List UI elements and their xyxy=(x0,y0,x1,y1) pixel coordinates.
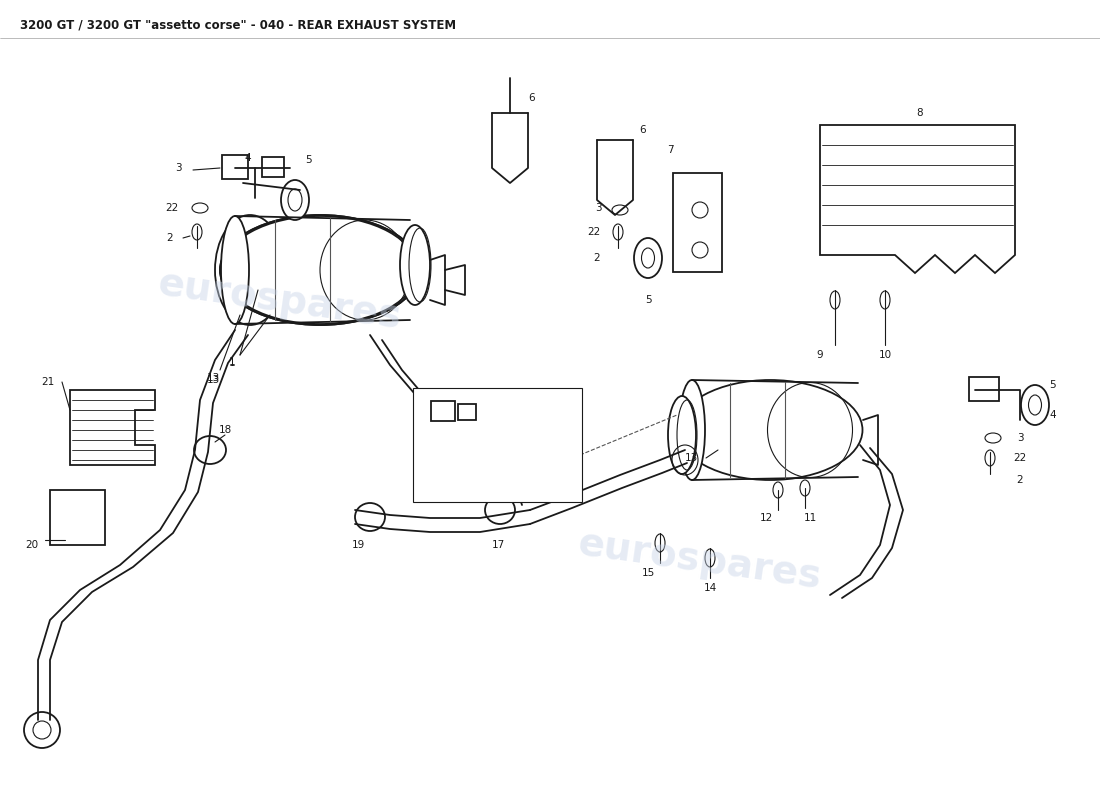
Text: 4: 4 xyxy=(244,153,251,163)
Ellipse shape xyxy=(641,248,654,268)
Ellipse shape xyxy=(830,291,840,309)
Ellipse shape xyxy=(222,216,418,324)
Text: 13: 13 xyxy=(684,453,699,463)
Ellipse shape xyxy=(221,216,249,324)
Ellipse shape xyxy=(485,496,515,524)
Text: 3200 GT / 3200 GT "assetto corse" - 040 - REAR EXHAUST SYSTEM: 3200 GT / 3200 GT "assetto corse" - 040 … xyxy=(20,18,456,31)
Circle shape xyxy=(692,242,708,258)
Circle shape xyxy=(24,712,60,748)
FancyBboxPatch shape xyxy=(458,404,476,420)
Ellipse shape xyxy=(773,482,783,498)
Text: 14: 14 xyxy=(703,583,716,593)
FancyBboxPatch shape xyxy=(969,377,999,401)
Text: 12: 12 xyxy=(760,513,773,523)
Text: 1: 1 xyxy=(229,358,235,368)
Text: 3: 3 xyxy=(175,163,182,173)
Ellipse shape xyxy=(612,205,628,215)
Ellipse shape xyxy=(634,238,662,278)
FancyBboxPatch shape xyxy=(222,155,248,179)
Ellipse shape xyxy=(288,189,302,211)
Text: eurospares: eurospares xyxy=(156,264,404,336)
Text: 22: 22 xyxy=(503,455,516,465)
Text: 7: 7 xyxy=(667,145,673,155)
Ellipse shape xyxy=(1028,395,1042,415)
Ellipse shape xyxy=(654,534,666,552)
Text: 5: 5 xyxy=(1049,380,1056,390)
Text: 15: 15 xyxy=(641,568,654,578)
Text: 13: 13 xyxy=(207,375,220,385)
Text: 10: 10 xyxy=(879,350,892,360)
Text: eurospares: eurospares xyxy=(575,524,824,596)
Text: 5: 5 xyxy=(305,155,311,165)
Ellipse shape xyxy=(544,441,556,459)
Text: 2: 2 xyxy=(166,233,173,243)
Text: 8: 8 xyxy=(916,108,923,118)
Ellipse shape xyxy=(355,503,385,531)
Ellipse shape xyxy=(705,549,715,567)
Text: 19: 19 xyxy=(351,540,364,550)
Ellipse shape xyxy=(984,433,1001,443)
Ellipse shape xyxy=(800,480,810,496)
Circle shape xyxy=(692,202,708,218)
Text: 22: 22 xyxy=(1013,453,1026,463)
Text: 3: 3 xyxy=(1016,433,1023,443)
Text: 3: 3 xyxy=(506,437,513,447)
Circle shape xyxy=(33,721,51,739)
Ellipse shape xyxy=(984,450,996,466)
Ellipse shape xyxy=(678,380,862,480)
Text: 2: 2 xyxy=(506,475,513,485)
Text: 1: 1 xyxy=(229,357,235,367)
Ellipse shape xyxy=(679,380,705,480)
Ellipse shape xyxy=(192,224,202,240)
Text: 21: 21 xyxy=(42,377,55,387)
Text: 20: 20 xyxy=(25,540,39,550)
Text: 6: 6 xyxy=(529,93,536,103)
FancyBboxPatch shape xyxy=(673,173,722,272)
Ellipse shape xyxy=(194,436,226,464)
Text: 4: 4 xyxy=(1049,410,1056,420)
Text: 16: 16 xyxy=(520,405,534,415)
Text: 3: 3 xyxy=(595,203,602,213)
Ellipse shape xyxy=(668,396,696,474)
Ellipse shape xyxy=(192,203,208,213)
Text: 13: 13 xyxy=(207,373,220,383)
FancyBboxPatch shape xyxy=(412,388,582,502)
Text: 11: 11 xyxy=(803,513,816,523)
Ellipse shape xyxy=(280,180,309,220)
Ellipse shape xyxy=(480,438,494,446)
Text: 2: 2 xyxy=(1016,475,1023,485)
Text: 5: 5 xyxy=(645,295,651,305)
Ellipse shape xyxy=(613,224,623,240)
FancyBboxPatch shape xyxy=(262,157,284,177)
Text: 2: 2 xyxy=(593,253,600,263)
Ellipse shape xyxy=(537,431,563,469)
Ellipse shape xyxy=(880,291,890,309)
Ellipse shape xyxy=(400,225,430,305)
Text: 22: 22 xyxy=(165,203,178,213)
Ellipse shape xyxy=(1021,385,1049,425)
Text: 9: 9 xyxy=(816,350,823,360)
Text: 5: 5 xyxy=(560,405,566,415)
Text: 6: 6 xyxy=(640,125,647,135)
Ellipse shape xyxy=(481,453,490,467)
Text: 22: 22 xyxy=(586,227,600,237)
Text: 18: 18 xyxy=(219,425,232,435)
Text: 17: 17 xyxy=(492,540,505,550)
FancyBboxPatch shape xyxy=(431,401,455,421)
